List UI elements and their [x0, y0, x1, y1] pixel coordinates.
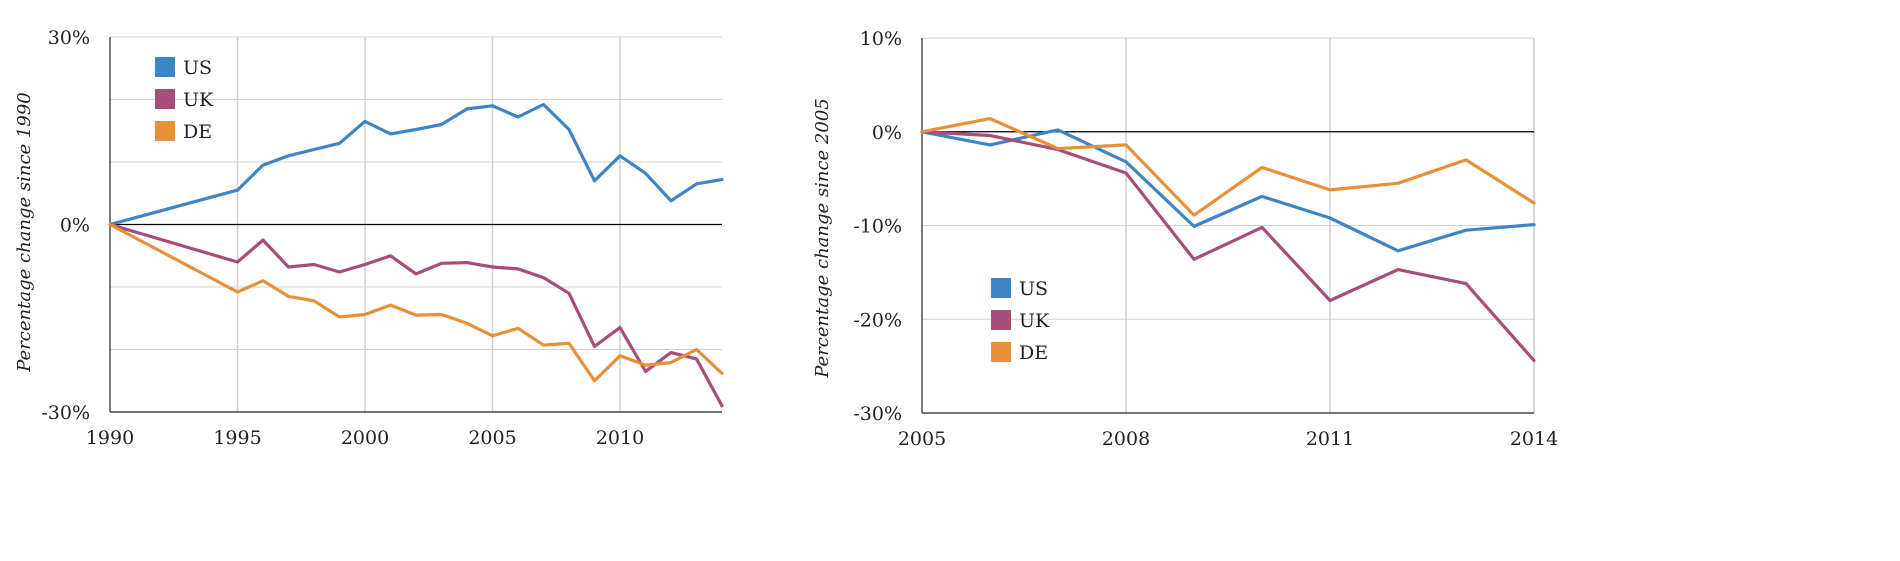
- y-tick-label: -30%: [41, 402, 90, 424]
- y-tick-label: -10%: [853, 216, 902, 238]
- legend-swatch-uk: [991, 310, 1011, 330]
- legend-swatch-us: [991, 278, 1011, 298]
- legend-label-us: US: [183, 57, 212, 79]
- series-line-uk: [920, 130, 1536, 363]
- x-tick-label: 2011: [1306, 428, 1354, 450]
- y-tick-label: 0%: [60, 215, 90, 237]
- y-tick-label: 0%: [872, 122, 902, 144]
- legend-label-de: DE: [1019, 342, 1048, 364]
- x-tick-label: 2005: [468, 427, 516, 449]
- y-tick-label: -30%: [853, 403, 902, 425]
- y-tick-label: -20%: [853, 309, 902, 331]
- x-tick-label: 1990: [86, 427, 134, 449]
- x-tick-label: 2005: [898, 428, 946, 450]
- x-tick-label: 2008: [1102, 428, 1150, 450]
- series-line-de: [920, 116, 1536, 217]
- x-tick-label: 2000: [341, 427, 389, 449]
- y-axis-label: Percentage change since 2005: [812, 98, 833, 379]
- legend-swatch-us: [155, 57, 175, 77]
- legend-label-uk: UK: [1019, 310, 1050, 332]
- legend-label-us: US: [1019, 278, 1048, 300]
- legend-swatch-uk: [155, 89, 175, 109]
- legend-swatch-de: [991, 342, 1011, 362]
- series-line-uk: [108, 222, 724, 408]
- x-tick-label: 1995: [213, 427, 261, 449]
- legend-swatch-de: [155, 121, 175, 141]
- legend-label-uk: UK: [183, 89, 214, 111]
- y-tick-label: 10%: [860, 28, 902, 50]
- x-tick-label: 2010: [596, 427, 644, 449]
- y-tick-label: 30%: [48, 27, 90, 49]
- chart-since-2005: 10% 0% -10% -20% -30% 2005 2008 2011 2014 Percent…: [812, 28, 1558, 450]
- legend-label-de: DE: [183, 121, 212, 143]
- series-line-us: [920, 128, 1536, 253]
- y-axis-label: Percentage change since 1990: [14, 92, 35, 373]
- chart-since-1990: 30% 0% -30% 1990 1995 2000 2005 2010 Percentage …: [14, 27, 724, 449]
- series-line-de: [108, 222, 724, 383]
- series-line-us: [108, 102, 724, 227]
- x-tick-label: 2014: [1510, 428, 1558, 450]
